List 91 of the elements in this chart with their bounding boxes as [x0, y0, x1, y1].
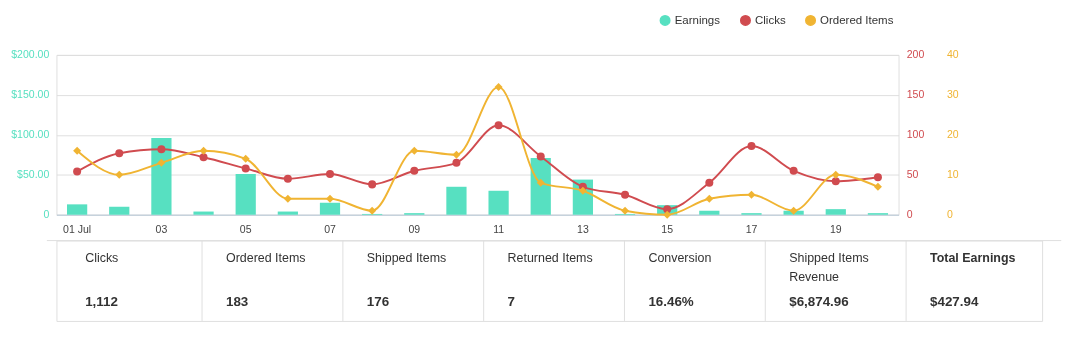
- legend-label: Earnings: [674, 14, 721, 27]
- point: [621, 206, 630, 215]
- bar: [277, 211, 298, 215]
- point: [283, 194, 292, 203]
- point: [789, 166, 798, 175]
- point: [831, 170, 840, 179]
- text: 16.46%: [648, 293, 694, 309]
- point: [747, 190, 756, 199]
- text: $6,874.96: [789, 293, 849, 309]
- bar: [488, 190, 509, 215]
- bar: [319, 202, 341, 215]
- y3-tick-label: 30: [946, 88, 959, 101]
- point: [621, 190, 630, 199]
- y2-tick-label: 100: [906, 128, 925, 141]
- bar: [530, 158, 551, 215]
- x-tick-label: 07: [324, 223, 336, 236]
- point: [241, 154, 250, 163]
- x-tick-label: 19: [829, 223, 842, 236]
- point: [536, 178, 545, 187]
- y-tick-label: $150.00: [11, 88, 50, 101]
- bar: [151, 138, 172, 215]
- point: [115, 170, 124, 179]
- point: [747, 142, 756, 151]
- y-tick-label: $100.00: [11, 128, 50, 141]
- point: [115, 149, 124, 158]
- point: [705, 178, 714, 187]
- legend-label: Clicks: [755, 14, 786, 27]
- text: Shipped Items: [366, 250, 447, 265]
- y3-tick-label: 0: [946, 208, 953, 221]
- bar: [825, 209, 846, 215]
- point: [326, 194, 334, 203]
- x-tick-label: 17: [745, 223, 758, 236]
- x-tick-label: 13: [577, 223, 589, 236]
- x-tick-label: 15: [661, 223, 674, 236]
- point: [326, 169, 334, 178]
- bar: [193, 211, 214, 215]
- y3-tick-label: 40: [946, 48, 959, 61]
- point: [873, 182, 882, 191]
- text: 7: [507, 293, 516, 309]
- text: Ordered Items: [225, 250, 306, 265]
- bar: [446, 186, 467, 215]
- x-tick-label: 03: [155, 223, 168, 236]
- point: [410, 146, 419, 155]
- point: [789, 206, 798, 215]
- point: [368, 206, 377, 215]
- point: [241, 164, 250, 173]
- x-tick-label: 01 Jul: [63, 223, 92, 236]
- legend-label: Ordered Items: [820, 14, 894, 27]
- point: [199, 153, 208, 162]
- text: 183: [225, 293, 249, 309]
- point: [283, 174, 292, 183]
- point: [536, 152, 545, 161]
- point: [73, 146, 82, 155]
- point: [157, 158, 166, 167]
- y2-tick-label: 150: [906, 88, 925, 101]
- bar: [699, 210, 720, 215]
- text: 176: [366, 293, 390, 309]
- text: Total Earnings: [930, 250, 1016, 265]
- y2-tick-label: 50: [906, 168, 919, 181]
- point: [73, 167, 82, 176]
- y2-tick-label: 0: [906, 208, 913, 221]
- y2-tick-label: 200: [906, 48, 925, 61]
- y-tick-label: $200.00: [11, 48, 50, 61]
- bar: [109, 206, 130, 215]
- point: [494, 82, 503, 91]
- y3-tick-label: 10: [946, 168, 959, 181]
- point: [410, 166, 419, 175]
- point: [452, 150, 461, 159]
- point: [831, 177, 840, 186]
- bar: [67, 204, 88, 215]
- text: 1,112: [85, 293, 118, 309]
- point: [452, 158, 461, 167]
- text: Conversion: [648, 250, 712, 265]
- y-tick-label: 0: [43, 208, 50, 221]
- y-tick-label: $50.00: [17, 168, 50, 181]
- y3-tick-label: 20: [946, 128, 959, 141]
- text: Shipped Items Revenue: [789, 250, 869, 284]
- point: [705, 194, 714, 203]
- point: [157, 145, 166, 154]
- bar: [235, 173, 256, 215]
- point: [494, 121, 503, 130]
- text: $427.94: [930, 293, 979, 309]
- text: Returned Items: [507, 250, 593, 265]
- x-tick-label: 09: [408, 223, 421, 236]
- text: Clicks: [85, 250, 119, 265]
- point: [873, 173, 882, 182]
- x-tick-label: 11: [493, 223, 505, 236]
- point: [368, 180, 377, 189]
- point: [578, 186, 587, 195]
- x-tick-label: 05: [239, 223, 252, 236]
- point: [199, 146, 208, 155]
